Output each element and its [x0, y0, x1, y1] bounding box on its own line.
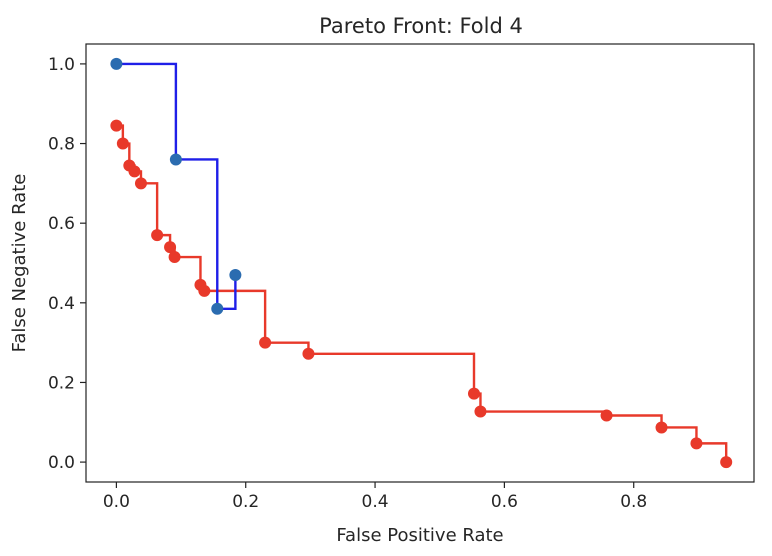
series-1-point: [134, 177, 147, 190]
y-axis-label: False Negative Rate: [9, 174, 30, 353]
x-tick-label: 0.4: [362, 492, 389, 512]
y-tick-label: 0.6: [48, 214, 75, 234]
y-axis: 0.0 0.2 0.4 0.6 0.8 1.0: [48, 55, 86, 473]
series-1-point: [720, 456, 733, 469]
x-tick-label: 0.2: [232, 492, 259, 512]
series-0-point: [110, 57, 123, 70]
chart-title: Pareto Front: Fold 4: [319, 14, 523, 38]
y-tick-label: 0.8: [48, 135, 75, 155]
series-0-line: [116, 62, 237, 310]
series-1-point: [164, 241, 177, 254]
axes-frame: [85, 43, 755, 483]
series-1-point: [655, 421, 668, 434]
series-1-point: [690, 437, 703, 450]
series-1-point: [151, 229, 164, 242]
series-1-point: [467, 387, 480, 400]
series-0-point: [229, 268, 242, 281]
series-1-point: [259, 336, 272, 349]
x-tick-label: 0.6: [491, 492, 518, 512]
series-1-point: [110, 119, 123, 132]
series-1-point: [128, 165, 141, 178]
series-1-point: [116, 137, 129, 150]
series-1-point: [302, 347, 315, 360]
series-0-point: [169, 153, 182, 166]
x-tick-label: 0.8: [620, 492, 647, 512]
x-axis: 0.0 0.2 0.4 0.6 0.8: [103, 482, 647, 512]
series-1-point: [600, 409, 613, 422]
y-tick-label: 0.4: [48, 294, 75, 314]
y-tick-label: 1.0: [48, 55, 75, 75]
series-1-point: [474, 405, 487, 418]
y-tick-label: 0.2: [48, 373, 75, 393]
y-tick-label: 0.0: [48, 453, 75, 473]
series-1-point: [198, 284, 211, 297]
x-tick-label: 0.0: [103, 492, 130, 512]
series-1-point: [168, 251, 181, 264]
x-axis-label: False Positive Rate: [336, 525, 503, 546]
plot-area: [110, 57, 733, 469]
series-0-point: [211, 302, 224, 315]
